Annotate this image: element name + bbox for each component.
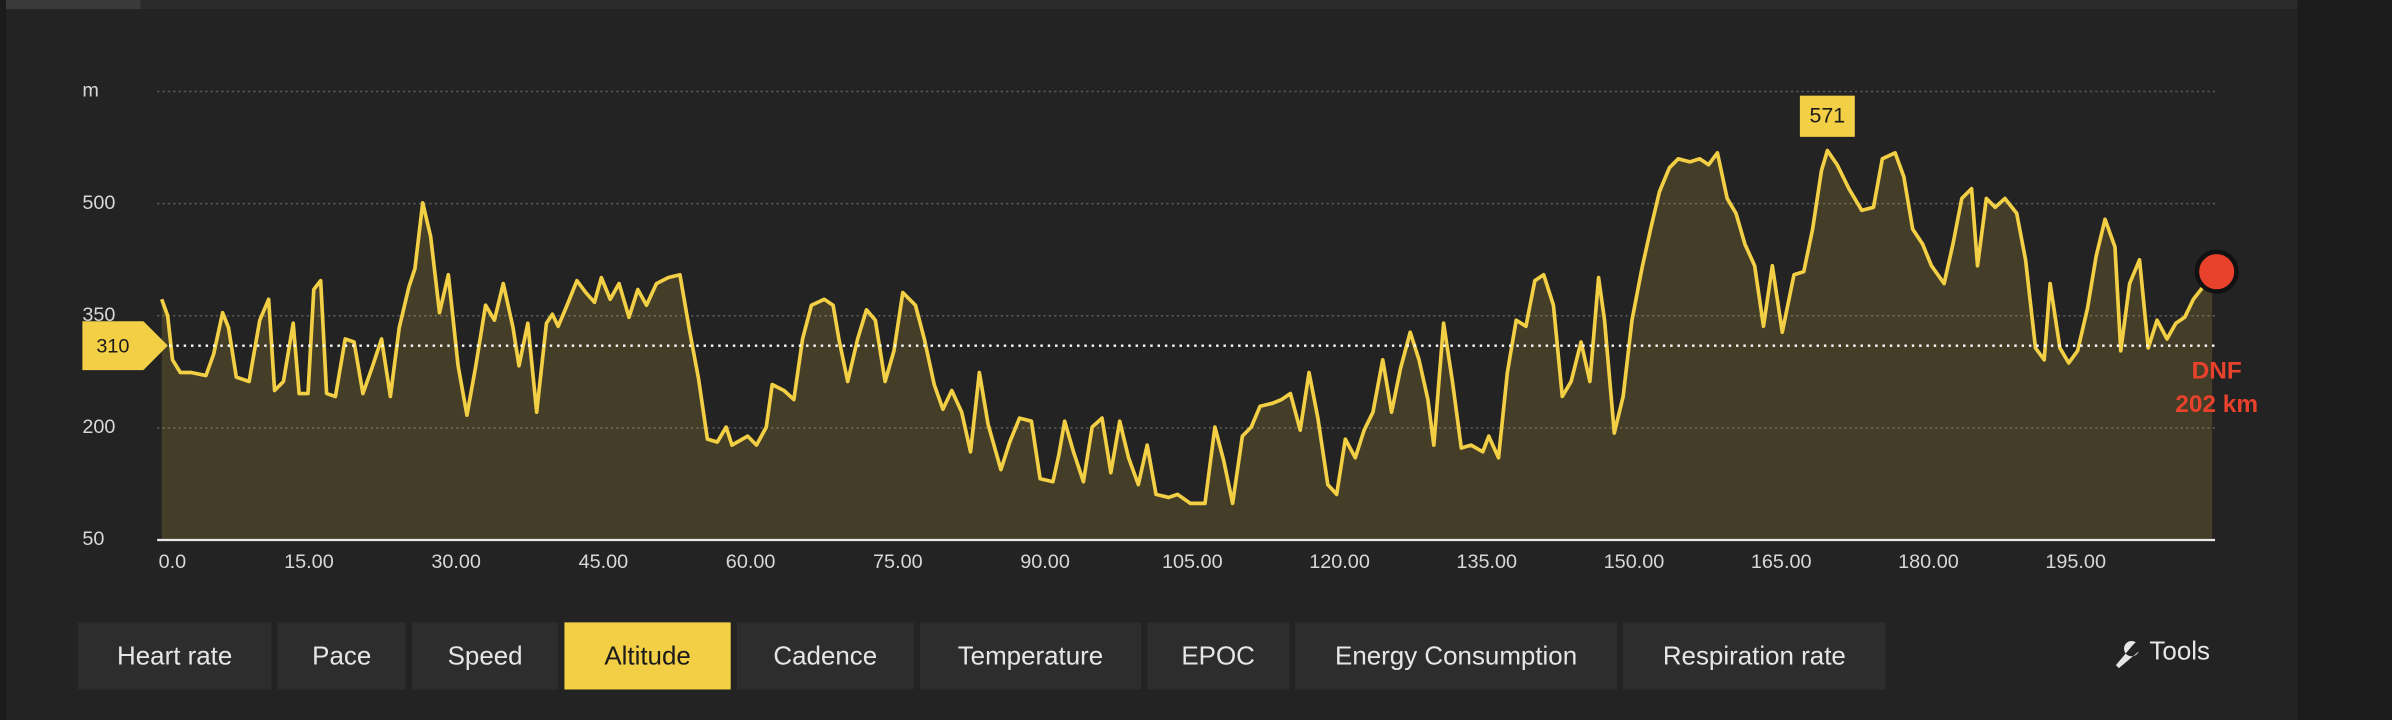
- x-tick-label: 180.00: [1898, 551, 1959, 573]
- tab-label[interactable]: EPOC: [1181, 642, 1254, 670]
- tab-button[interactable]: [1295, 622, 1618, 690]
- tools-label[interactable]: Tools: [2149, 638, 2210, 666]
- tab-label[interactable]: Speed: [448, 642, 523, 670]
- tab[interactable]: Heart rate: [77, 622, 272, 690]
- end-marker: [2194, 249, 2239, 294]
- tab[interactable]: Pace: [277, 622, 406, 690]
- tab-button[interactable]: [277, 622, 406, 690]
- tab[interactable]: Temperature: [919, 622, 1142, 690]
- plot: 50 200 350 500 m 0.0 15.00 30.00 45.00 60.00 75.00…: [82, 80, 2258, 573]
- peak-badge: [1799, 95, 1855, 137]
- tab[interactable]: Cadence: [736, 622, 914, 690]
- x-tick-label: 15.00: [284, 551, 334, 573]
- altitude-line: [159, 148, 2214, 506]
- tab-label[interactable]: Cadence: [773, 642, 877, 670]
- tab[interactable]: Respiration rate: [1623, 622, 1886, 690]
- top-bar: [6, 0, 2298, 10]
- x-tick-label: 90.00: [1020, 551, 1070, 573]
- x-tick-label: 135.00: [1456, 551, 1517, 573]
- y-tick-label: 50: [82, 528, 104, 550]
- tools-button[interactable]: Tools: [2115, 638, 2210, 669]
- y-tick-label: m: [82, 80, 99, 102]
- x-tick-label: 165.00: [1751, 551, 1812, 573]
- x-tick-label: 105.00: [1162, 551, 1223, 573]
- tab-label[interactable]: Altitude: [604, 642, 690, 670]
- average-badge: [82, 321, 168, 371]
- tab-bar: Heart rate Pace Speed Altitude Cadence Temper…: [77, 622, 1886, 690]
- x-tick-label: 0.0: [159, 551, 187, 573]
- x-tick-label: 150.00: [1604, 551, 1665, 573]
- tab-button[interactable]: [411, 622, 559, 690]
- x-tick-label: 45.00: [579, 551, 629, 573]
- tab[interactable]: EPOC: [1147, 622, 1290, 690]
- y-tick-label: 500: [82, 192, 115, 214]
- tab-label[interactable]: Heart rate: [117, 642, 232, 670]
- x-tick-label: 120.00: [1309, 551, 1370, 573]
- x-tick-label: 195.00: [2045, 551, 2106, 573]
- end-label: 202 km: [2175, 391, 2258, 418]
- altitude-area: [161, 150, 2213, 540]
- tab-button[interactable]: [1147, 622, 1290, 690]
- tab[interactable]: Speed: [411, 622, 559, 690]
- tab-label[interactable]: Pace: [312, 642, 371, 670]
- tab-button[interactable]: [1623, 622, 1886, 690]
- tab-button[interactable]: [736, 622, 914, 690]
- tab-button[interactable]: [919, 622, 1142, 690]
- peak-label: 571: [1810, 104, 1846, 128]
- top-bar-tab[interactable]: [6, 0, 141, 10]
- x-tick-label: 30.00: [431, 551, 481, 573]
- x-tick-label: 75.00: [873, 551, 923, 573]
- tab-button[interactable]: [564, 622, 731, 690]
- tab[interactable]: Altitude: [564, 622, 731, 690]
- y-tick-label: 200: [82, 416, 115, 438]
- y-tick-label: 350: [82, 304, 115, 326]
- tab[interactable]: Energy Consumption: [1295, 622, 1618, 690]
- tab-label[interactable]: Energy Consumption: [1335, 642, 1577, 670]
- average-label: 310: [96, 335, 129, 357]
- x-tick-label: 60.00: [726, 551, 776, 573]
- tab-label[interactable]: Respiration rate: [1663, 642, 1846, 670]
- end-label: DNF: [2192, 358, 2242, 385]
- tab-label[interactable]: Temperature: [958, 642, 1104, 670]
- wrench-icon: [2115, 641, 2139, 669]
- tab-button[interactable]: [77, 622, 272, 690]
- panel: [6, 0, 2298, 720]
